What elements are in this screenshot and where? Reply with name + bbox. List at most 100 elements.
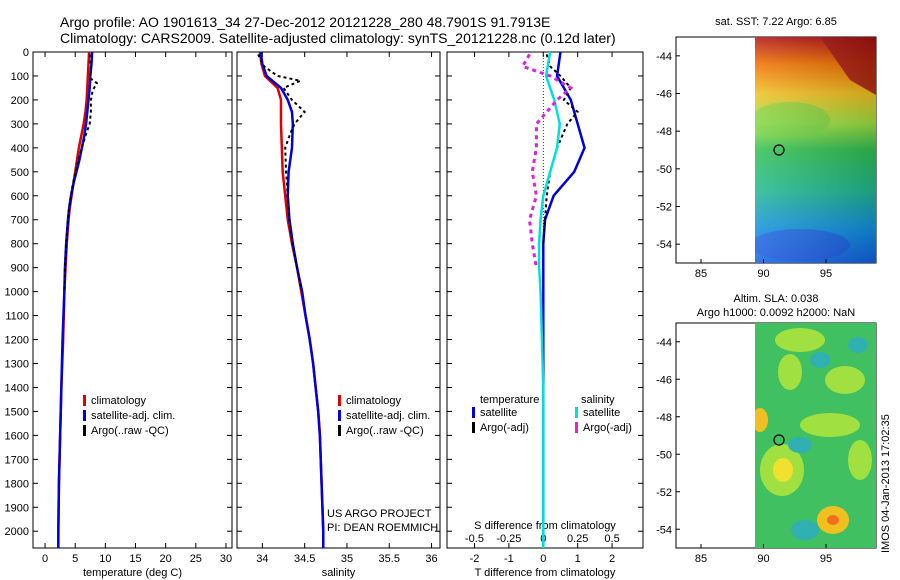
y-tick-label: 1200 (5, 335, 29, 347)
legend-item-4-swatch (575, 422, 578, 433)
sla-blob (825, 366, 865, 394)
legend-item-4-label: Argo(-adj) (583, 422, 632, 434)
map-y-tick-label: -52 (656, 487, 672, 499)
sla-blob (810, 352, 830, 368)
x-tick-label: 35 (341, 553, 353, 565)
sla-map-subtitle: Argo h1000: 0.0092 h2000: NaN (697, 307, 855, 319)
plot-frame (236, 51, 441, 549)
x-tick-label: 0 (42, 553, 48, 565)
sla-blob (755, 408, 768, 432)
sla-blob (788, 437, 812, 453)
x-tick-label: 36 (425, 553, 437, 565)
y-tick-label: 1500 (5, 406, 29, 418)
map-x-tick-label: 85 (695, 553, 707, 565)
map-y-tick-label: -54 (656, 524, 672, 536)
series-line-2 (542, 54, 580, 244)
difference-panel: -2 -1 0 1 2 T difference from climatology S di… (446, 51, 644, 579)
y-tick-label: 800 (11, 239, 29, 251)
project-label: US ARGO PROJECT (327, 508, 432, 520)
legend-item-3-swatch (338, 425, 341, 436)
map-y-tick-label: -48 (656, 126, 672, 138)
map-y-tick-label: -50 (656, 164, 672, 176)
x-axis-label-top: S difference from climatology (474, 520, 616, 532)
y-tick-label: 600 (11, 191, 29, 203)
sla-blob (800, 413, 860, 437)
y-tick-label: 1900 (5, 502, 29, 514)
y-tick-label: 500 (11, 167, 29, 179)
legend-item-2-label: Argo(-adj) (480, 422, 529, 434)
map-x-tick-label: 90 (757, 553, 769, 565)
x-tick-label: 35.5 (379, 553, 400, 565)
x-tick-label-top: 0.25 (567, 533, 588, 545)
legend-item-3-swatch (83, 425, 86, 436)
y-tick-label: 1600 (5, 430, 29, 442)
legend-item-2-swatch (83, 410, 86, 421)
timestamp-vertical: IMOS 04-Jan-2013 17:02:35 (880, 414, 892, 553)
plot-frame (446, 51, 644, 549)
map-y-tick-label: -46 (656, 374, 672, 386)
legend-item-1-swatch (83, 395, 86, 406)
legend-item-3-label: satellite (583, 407, 620, 419)
sla-blob (775, 328, 825, 352)
legend-item-1-label: satellite (480, 407, 517, 419)
legend-item-1-label: climatology (91, 395, 147, 407)
legend-item-1-label: climatology (346, 395, 402, 407)
legend-item-3-swatch (575, 407, 578, 418)
y-tick-label: 1400 (5, 382, 29, 394)
x-axis-label: salinity (322, 567, 356, 579)
figure-title-line2: Climatology: CARS2009. Satellite-adjuste… (60, 30, 616, 46)
legend-title-temperature: temperature (480, 394, 539, 406)
map-y-tick-label: -46 (656, 89, 672, 101)
y-tick-label: 1700 (5, 454, 29, 466)
sla-map-title: Altim. SLA: 0.038 (734, 293, 819, 305)
legend-item-1-swatch (472, 407, 475, 418)
legend-item-2-label: satellite-adj. clim. (91, 410, 175, 422)
map-x-tick-label: 95 (820, 268, 832, 280)
x-tick-label-top: -0.5 (465, 533, 484, 545)
map-y-tick-label: -44 (656, 51, 672, 63)
sla-blob (773, 458, 793, 482)
y-tick-label: 1000 (5, 287, 29, 299)
y-tick-label: 200 (11, 95, 29, 107)
y-tick-label: 400 (11, 143, 29, 155)
x-axis-label: temperature (deg C) (83, 567, 182, 579)
legend-item-2-label: satellite-adj. clim. (346, 410, 430, 422)
map-y-tick-label: -54 (656, 239, 672, 251)
x-tick-label: 15 (129, 553, 141, 565)
sst-map: 85 90 95 -44 -46 -48 -50 -52 -54 (656, 36, 877, 280)
series-line-3 (537, 51, 562, 548)
y-tick-label: 2000 (5, 526, 29, 538)
sla-blob (778, 354, 802, 390)
x-tick-label: 5 (72, 553, 78, 565)
pi-label: PI: DEAN ROEMMICH (327, 522, 438, 534)
legend-item-3-label: Argo(..raw -QC) (91, 425, 169, 437)
sla-blob (827, 515, 839, 525)
y-tick-label: 1100 (5, 311, 29, 323)
salinity-panel: 34 34.5 35 35.5 36 salinity climatology satelli… (236, 51, 441, 579)
y-tick-label: 700 (11, 215, 29, 227)
map-y-tick-label: -52 (656, 202, 672, 214)
sst-shade (755, 37, 876, 263)
x-tick-label: 20 (160, 553, 172, 565)
x-axis-label: T difference from climatology (475, 567, 616, 579)
y-tick-label: 1300 (5, 358, 29, 370)
legend-item-3-label: Argo(..raw -QC) (346, 425, 424, 437)
y-tick-label: 900 (11, 263, 29, 275)
legend-title-salinity: salinity (581, 394, 615, 406)
map-y-tick-label: -50 (656, 449, 672, 461)
sla-blob (791, 520, 819, 540)
x-tick-label: 0 (540, 553, 546, 565)
sla-argo-marker (773, 434, 785, 446)
legend-item-2-swatch (472, 422, 475, 433)
sla-blob (848, 440, 872, 480)
map-x-tick-label: 85 (695, 268, 707, 280)
y-tick-label: 0 (23, 47, 29, 59)
series-line-4 (520, 53, 574, 268)
map-y-tick-label: -48 (656, 412, 672, 424)
temperature-panel: 0 5 10 15 20 25 300100200300400500600700800900… (5, 47, 233, 579)
map-x-tick-label: 95 (820, 553, 832, 565)
y-tick-label: 1800 (5, 478, 29, 490)
x-tick-label: 34.5 (294, 553, 315, 565)
x-tick-label-top: 0.5 (604, 533, 619, 545)
legend-item-2-swatch (338, 410, 341, 421)
